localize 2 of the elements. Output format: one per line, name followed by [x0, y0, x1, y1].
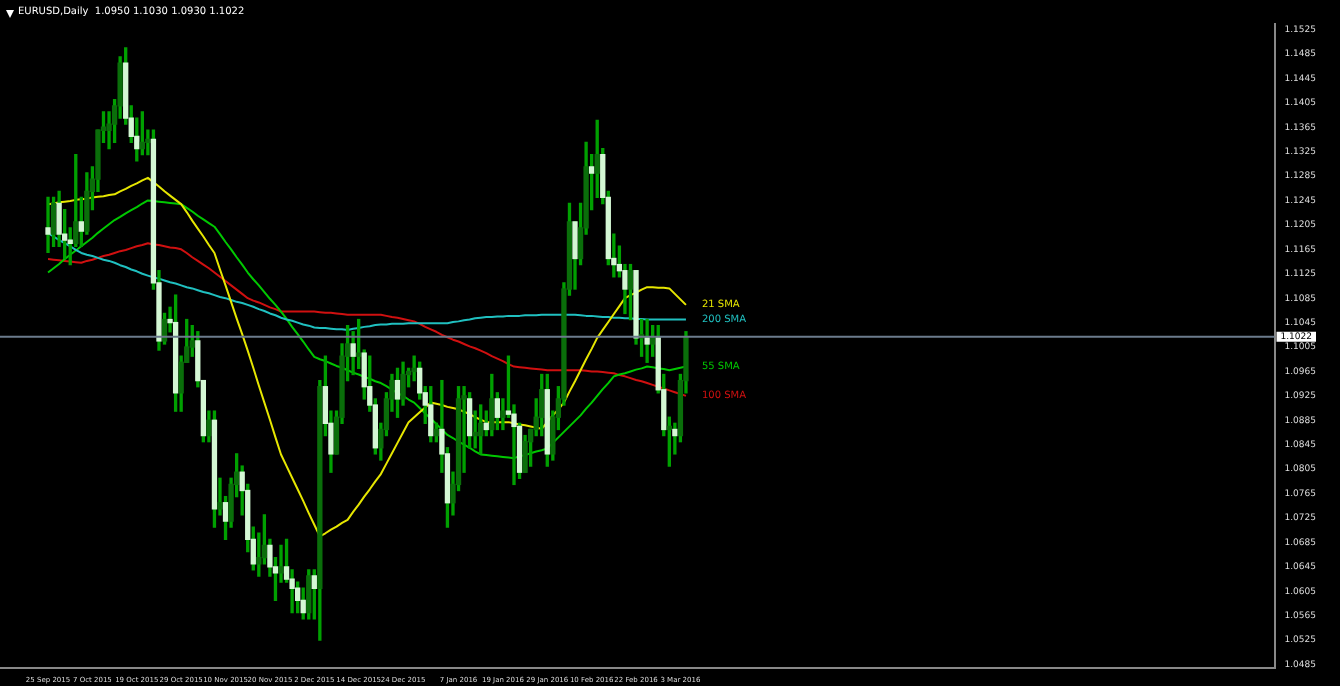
candlestick	[644, 318, 650, 363]
candlestick	[45, 196, 51, 254]
